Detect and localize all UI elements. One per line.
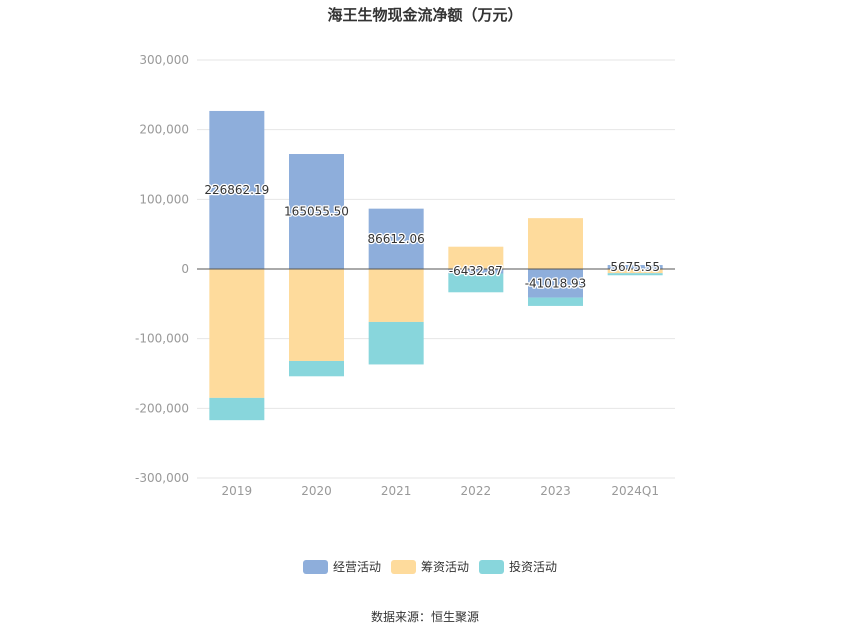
x-tick-label: 2022 bbox=[461, 484, 492, 498]
bar-segment[interactable] bbox=[209, 269, 265, 398]
legend-swatch[interactable] bbox=[303, 560, 328, 574]
x-tick-label: 2019 bbox=[222, 484, 253, 498]
bar-segment[interactable] bbox=[368, 208, 424, 269]
y-tick-label: 200,000 bbox=[139, 123, 189, 137]
axes: 300,000 200,000 100,000 0 -100,000 -200,000 -3… bbox=[135, 53, 675, 498]
legend-label[interactable]: 投资活动 bbox=[509, 559, 557, 574]
bar-segment[interactable] bbox=[528, 297, 583, 306]
data-label: 86612.06 bbox=[368, 232, 425, 246]
bar-segment[interactable] bbox=[368, 321, 424, 365]
y-tick-label: -200,000 bbox=[135, 401, 189, 415]
data-label: -6432.87 bbox=[449, 264, 503, 278]
bar-segment[interactable] bbox=[607, 269, 663, 274]
legend-label[interactable]: 经营活动 bbox=[333, 560, 381, 574]
source-note: 数据来源：恒生聚源 bbox=[371, 609, 479, 624]
bar-segment[interactable] bbox=[448, 273, 504, 293]
data-labels: 226862.19 165055.50 86612.06 -6432.87 -41018… bbox=[203, 182, 661, 292]
bar-segment[interactable] bbox=[448, 269, 504, 274]
bar-segment[interactable] bbox=[289, 154, 344, 269]
bar-segment[interactable] bbox=[607, 265, 663, 269]
y-tick-label: 0 bbox=[181, 262, 189, 276]
bar-segment[interactable] bbox=[289, 269, 344, 361]
bar-segment[interactable] bbox=[209, 397, 265, 421]
x-tick-label: 2020 bbox=[301, 484, 332, 498]
legend-swatch[interactable] bbox=[391, 560, 416, 574]
data-label: 226862.19 bbox=[204, 183, 269, 197]
data-label: 165055.50 bbox=[284, 205, 349, 219]
legend[interactable]: 经营活动 筹资活动 投资活动 bbox=[303, 559, 557, 574]
x-tick-label: 2021 bbox=[381, 484, 412, 498]
bar-segment[interactable] bbox=[607, 273, 663, 276]
x-tick-label: 2023 bbox=[540, 484, 571, 498]
bars bbox=[209, 110, 663, 421]
bar-segment[interactable] bbox=[289, 360, 344, 377]
x-tick-label: 2024Q1 bbox=[611, 484, 659, 498]
data-label: 5675.55 bbox=[610, 260, 660, 274]
y-tick-label: 100,000 bbox=[139, 192, 189, 206]
legend-swatch[interactable] bbox=[479, 560, 504, 574]
data-label: -41018.93 bbox=[525, 276, 587, 290]
chart-title: 海王生物现金流净额（万元） bbox=[327, 6, 522, 24]
bar-segment[interactable] bbox=[368, 269, 424, 322]
y-tick-label: 300,000 bbox=[139, 53, 189, 67]
y-tick-label: -100,000 bbox=[135, 332, 189, 346]
grid-lines bbox=[197, 59, 675, 479]
bar-segment[interactable] bbox=[448, 246, 504, 269]
bar-segment[interactable] bbox=[528, 218, 583, 269]
bar-segment[interactable] bbox=[209, 110, 265, 270]
y-tick-label: -300,000 bbox=[135, 471, 189, 485]
bar-segment[interactable] bbox=[528, 269, 583, 298]
legend-label[interactable]: 筹资活动 bbox=[421, 560, 469, 574]
